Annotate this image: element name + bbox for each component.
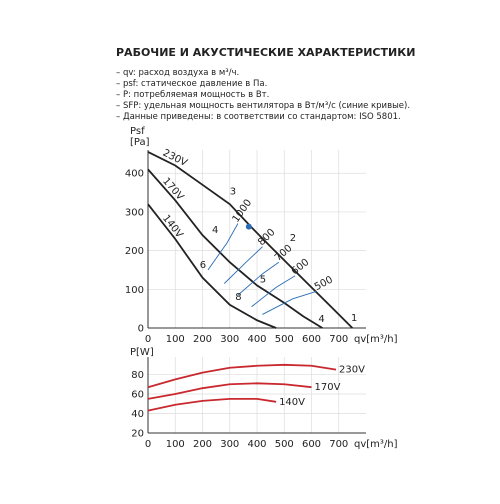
series-line: [262, 290, 318, 315]
x-tick-label: 500: [275, 439, 294, 450]
series-line: [223, 246, 263, 284]
bullet: – SFP: удельная мощность вентилятора в В…: [116, 101, 410, 111]
bullet: – qv: расход воздуха в м³/ч.: [116, 68, 239, 78]
y-tick-label: 400: [125, 169, 144, 180]
bullet: – P: потребляемая мощность в Вт.: [116, 90, 269, 100]
y-tick-label: 100: [125, 285, 144, 296]
annotation: 4: [212, 225, 218, 236]
annotation: 1: [351, 313, 357, 324]
series-line: [147, 382, 312, 400]
x-tick-label: 200: [193, 334, 212, 345]
annotation: 2: [290, 233, 296, 244]
x-tick-label: 400: [247, 439, 266, 450]
x-tick-label: 300: [220, 439, 239, 450]
series-line: [207, 223, 239, 271]
x-tick-label: 300: [220, 334, 239, 345]
y-tick-label: 0: [138, 324, 144, 335]
series-label: 800: [256, 227, 277, 248]
x-tick-label: 100: [166, 334, 185, 345]
series-line: [147, 151, 354, 329]
series-line: [147, 397, 277, 412]
series-line: [251, 275, 296, 308]
x-tick-label: 600: [302, 439, 321, 450]
x-axis-label: qv[m³/h]: [354, 439, 398, 450]
x-tick-label: 700: [329, 439, 348, 450]
y-axis-unit: [Pa]: [130, 137, 150, 148]
series-label: 140V: [279, 397, 305, 408]
x-tick-label: 600: [302, 334, 321, 345]
y-tick-label: 300: [125, 207, 144, 218]
series-line: [147, 168, 323, 329]
y-axis-label: P[W]: [130, 347, 154, 358]
annotation: 4: [318, 314, 324, 325]
y-tick-label: 40: [131, 409, 144, 420]
bullet: – Данные приведены: в соответствии со ст…: [116, 112, 401, 122]
page-title: РАБОЧИЕ И АКУСТИЧЕСКИЕ ХАРАКТЕРИСТИКИ: [116, 46, 415, 59]
annotation: 8: [235, 292, 241, 303]
annotation: 3: [230, 187, 236, 198]
x-tick-label: 500: [275, 334, 294, 345]
series-label: 500: [313, 274, 335, 293]
y-tick-label: 20: [131, 429, 144, 440]
x-tick-label: 0: [145, 334, 151, 345]
series-line: [147, 363, 337, 389]
bullet: – psf: статическое давление в Па.: [116, 79, 267, 89]
series-label: 170V: [315, 382, 341, 393]
annotation: 5: [260, 274, 266, 285]
x-axis-label: qv[m³/h]: [354, 334, 398, 345]
y-tick-label: 200: [125, 246, 144, 257]
operating-point: [245, 223, 252, 230]
series-label: 230V: [339, 365, 365, 376]
x-tick-label: 100: [166, 439, 185, 450]
y-tick-label: 60: [131, 390, 144, 401]
series-line: [237, 261, 280, 296]
x-tick-label: 0: [145, 439, 151, 450]
x-tick-label: 400: [247, 334, 266, 345]
x-tick-label: 200: [193, 439, 212, 450]
y-axis-label: Psf: [130, 126, 145, 137]
x-tick-label: 700: [329, 334, 348, 345]
series-label: 1000: [231, 198, 255, 225]
series-line: [147, 203, 277, 329]
annotation: 6: [200, 260, 206, 271]
y-tick-label: 80: [131, 370, 144, 381]
series-label: 600: [290, 257, 312, 277]
